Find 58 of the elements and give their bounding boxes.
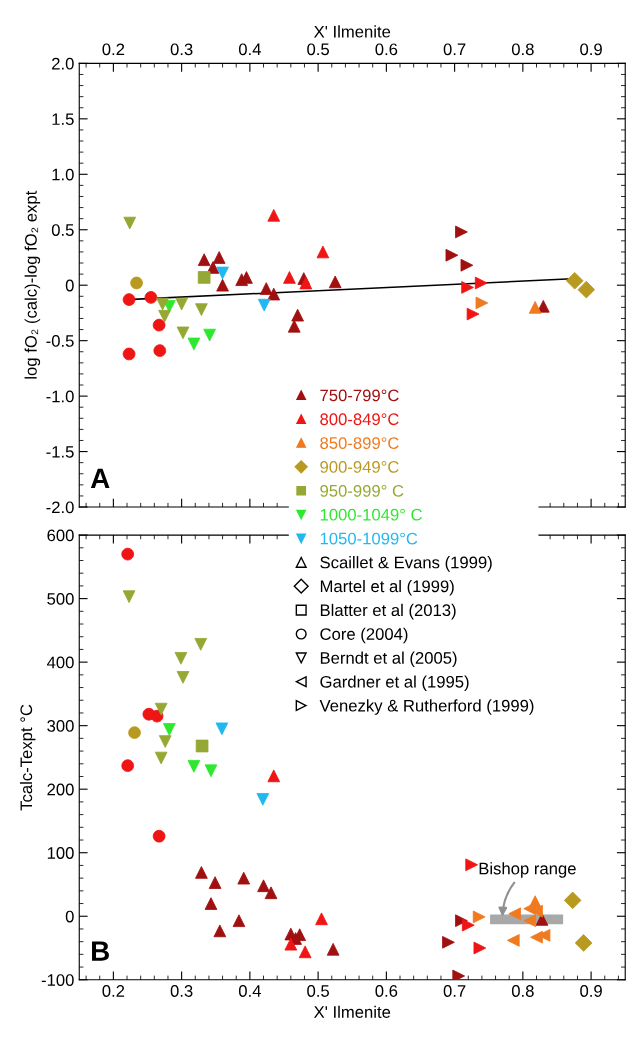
x-tick-label: 0.2 <box>102 985 125 997</box>
legend-label: 900-949°C <box>320 461 399 473</box>
annotation: Scaillet & Evans (1999) <box>320 556 492 572</box>
x-tick-label: 0.6 <box>375 985 398 997</box>
annotation: Blatter et al (2013) <box>320 603 456 620</box>
x-tick-label: 0.6 <box>375 43 398 56</box>
x-tick-label: 0.5 <box>307 43 329 56</box>
legend-label: 800-849°C <box>320 413 399 426</box>
x-tick-label: 0.9 <box>580 985 602 997</box>
y-tick-label: 1.0 <box>52 168 74 181</box>
legend-label: 1000-1049° C <box>320 508 422 521</box>
x-axis-title: X' Ilmenite <box>313 25 391 38</box>
annotation: Berndt et al (2005) <box>320 651 457 668</box>
legend-label: 750-799°C <box>320 389 399 402</box>
x-tick-label: 0.4 <box>238 985 261 997</box>
x-tick-label: 0.3 <box>170 985 193 997</box>
x-tick-label: 0.2 <box>102 43 125 56</box>
point <box>194 638 208 651</box>
y-tick-label: 1.5 <box>52 113 74 126</box>
y-tick-label: -0.5 <box>46 335 74 347</box>
legend-label: 1050-1099°C <box>320 532 418 545</box>
legend-label: 950-999° C <box>320 484 404 497</box>
y-tick-label: 600 <box>47 529 74 542</box>
annotation: Bishop range <box>479 862 576 878</box>
y-tick-label: 0 <box>65 910 74 923</box>
x-axis-title: X' Ilmenite <box>313 1005 391 1018</box>
annotation: Martel et al (1999) <box>320 579 454 596</box>
y-axis-title: Tcalc-Texpt °C <box>19 704 36 811</box>
point <box>267 769 281 783</box>
y-tick-label: -1.5 <box>46 446 74 458</box>
x-tick-label: 0.7 <box>443 985 466 997</box>
y-axis-title: log fO₂ (calc)-log fO₂ expt <box>24 190 41 379</box>
y-tick-label: 100 <box>47 847 74 859</box>
annotation: A <box>90 468 110 488</box>
x-tick-label: 0.8 <box>511 43 534 56</box>
y-tick-label: -2.0 <box>46 501 74 514</box>
annotation: B <box>92 941 109 961</box>
legend-label: 850-899°C <box>320 437 399 449</box>
y-tick-label: 300 <box>47 720 74 732</box>
x-tick-label: 0.3 <box>170 43 193 56</box>
annotation: Venezky & Rutherford (1999) <box>319 699 534 715</box>
x-tick-label: 0.4 <box>238 43 261 56</box>
x-tick-label: 0.7 <box>443 43 466 56</box>
y-tick-label: 200 <box>47 783 74 796</box>
y-tick-label: 400 <box>46 656 74 669</box>
x-tick-label: 0.8 <box>511 985 534 997</box>
x-tick-label: 0.9 <box>580 43 602 56</box>
y-tick-label: 500 <box>47 593 74 605</box>
point <box>577 280 596 299</box>
point <box>508 907 521 921</box>
y-tick-label: 0 <box>65 279 74 292</box>
y-tick-label: 2.0 <box>52 57 74 70</box>
y-tick-label: 0.5 <box>51 224 74 236</box>
annotation: Gardner et al (1995) <box>320 675 469 691</box>
y-tick-label: -100 <box>41 974 74 986</box>
y-tick-label: -1.0 <box>46 390 74 403</box>
annotation: Core (2004) <box>320 627 408 644</box>
x-tick-label: 0.5 <box>307 985 329 997</box>
